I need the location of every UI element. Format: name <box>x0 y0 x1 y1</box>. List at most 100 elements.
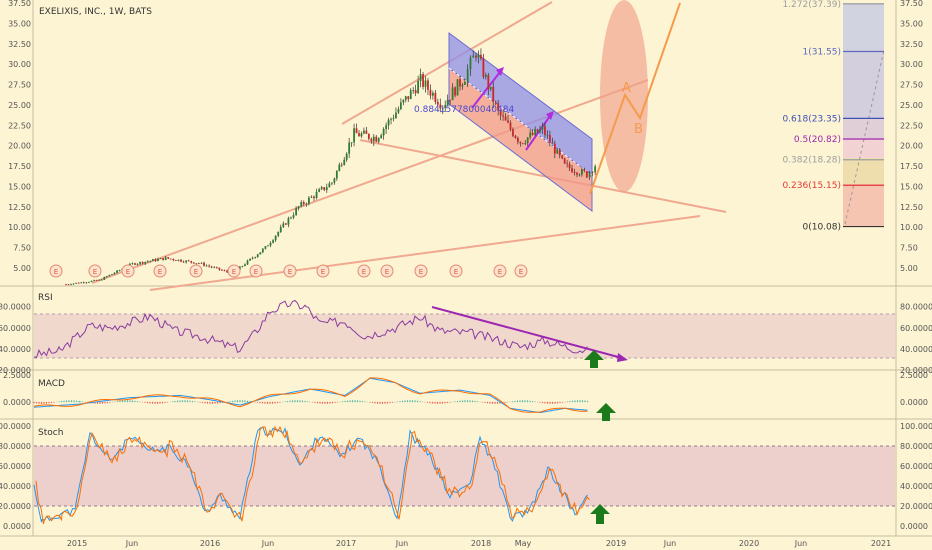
earnings-e-icon <box>88 264 102 278</box>
macd-hist-bar <box>529 400 531 403</box>
macd-hist-bar <box>294 400 296 403</box>
candle-body <box>215 267 218 269</box>
candle-body <box>323 187 326 190</box>
macd-hist-bar <box>119 400 121 403</box>
candle-body <box>203 262 205 266</box>
wave-label-a: A <box>622 81 631 96</box>
macd-hist-bar <box>421 401 424 403</box>
candle-body <box>246 260 249 265</box>
macd-hist-bar <box>94 401 96 404</box>
candle-body <box>444 104 447 109</box>
macd-hist-bar <box>469 400 471 403</box>
fib-level-label: 0.382(18.28) <box>782 156 841 166</box>
macd-hist-bar <box>236 400 239 403</box>
candle-body <box>556 149 559 154</box>
macd-hist-bar <box>286 401 289 403</box>
earnings-marker-label: E <box>519 268 523 276</box>
candle-body <box>264 246 267 249</box>
candle-body <box>404 96 407 100</box>
candle-body <box>331 182 333 184</box>
time-axis: 2015 Jun 2016 Jun 2017 Jun 2018 May 2019 Jun 2020 J… <box>67 539 891 548</box>
candle-body <box>475 55 477 58</box>
macd-hist-bar <box>99 401 101 404</box>
candle-body <box>261 248 264 253</box>
candle-body <box>419 74 422 81</box>
candle-body <box>200 262 203 264</box>
stoch-tick-right: 80.0000 <box>900 442 932 451</box>
fib-level-label: 0.618(23.35) <box>782 114 841 124</box>
candle-body <box>509 122 512 130</box>
candle-body <box>429 89 432 96</box>
macd-hist-bar <box>489 401 491 404</box>
price-tick-left: 32.50 <box>8 40 31 49</box>
candle-body <box>395 112 397 119</box>
macd-hist-bar <box>174 400 176 403</box>
time-tick: 2015 <box>67 539 87 548</box>
candle-body <box>484 75 487 77</box>
candle-body <box>529 132 532 138</box>
purple-arrow-1 <box>471 71 501 109</box>
macd-hist-bar <box>274 401 276 404</box>
macd-hist-bar <box>106 401 109 404</box>
candle-body <box>172 259 175 261</box>
candle-body <box>249 258 251 261</box>
macd-hist-bar <box>156 401 159 404</box>
macd-hist-bar <box>474 400 476 403</box>
candle-body <box>98 279 101 281</box>
macd-hist-bar <box>301 400 304 403</box>
macd-hist-bar <box>491 401 494 404</box>
macd-hist-bar <box>269 401 271 404</box>
macd-hist-bar <box>311 401 314 403</box>
candle-body <box>397 109 400 113</box>
upper-wedge-line <box>341 1 553 125</box>
candle-body <box>588 172 591 178</box>
macd-hist-bar <box>459 400 461 403</box>
candle-body <box>305 203 308 205</box>
macd-hist-bar <box>271 401 274 404</box>
macd-hist-bar <box>341 401 344 403</box>
candle-body <box>338 164 341 171</box>
price-tick-right: 25.00 <box>900 101 923 110</box>
macd-hist-bar <box>211 401 214 404</box>
macd-hist-bar <box>364 401 366 403</box>
candle-body <box>113 272 116 275</box>
time-tick: Jun <box>125 539 139 548</box>
candle-body <box>221 269 223 271</box>
candle-body <box>328 183 331 188</box>
macd-hist-bar <box>176 400 179 403</box>
candle-body <box>466 69 469 83</box>
candle-body <box>277 231 280 236</box>
candle-body <box>290 217 292 219</box>
rsi-tick-right: 60.0000 <box>900 324 932 333</box>
macd-hist-bar <box>531 401 534 403</box>
macd-hist-bar <box>464 400 466 403</box>
candle-body <box>185 260 188 263</box>
macd-hist-bar <box>209 401 211 404</box>
candle-body <box>345 153 348 160</box>
candle-body <box>195 263 198 265</box>
price-tick-right: 12.50 <box>900 203 923 212</box>
candle-body <box>159 258 162 260</box>
fib-level-label: 1.272(37.39) <box>782 0 841 10</box>
candle-body <box>585 171 588 178</box>
macd-hist-bar <box>186 400 189 403</box>
candle-body <box>254 256 257 258</box>
macd-hist-bar <box>139 401 141 403</box>
descending-resistance <box>359 139 727 213</box>
macd-hist-bar <box>164 401 166 403</box>
macd-hist-bar <box>356 400 359 403</box>
macd-tick-right: 0.0000 <box>900 398 928 407</box>
macd-hist-bar <box>349 400 351 403</box>
macd-hist-bar <box>126 400 129 403</box>
macd-tick-left: 0.0000 <box>3 398 31 407</box>
fib-level-label: 0.236(15.15) <box>782 181 841 191</box>
macd-hist-bar <box>511 401 514 403</box>
candle-body <box>571 168 573 173</box>
macd-hist-bar <box>326 401 329 404</box>
macd-hist-bar <box>289 400 291 403</box>
candle-body <box>591 172 594 173</box>
candle-body <box>177 259 180 261</box>
candle-body <box>524 143 527 144</box>
candle-body <box>516 137 519 142</box>
candle-body <box>80 282 83 284</box>
